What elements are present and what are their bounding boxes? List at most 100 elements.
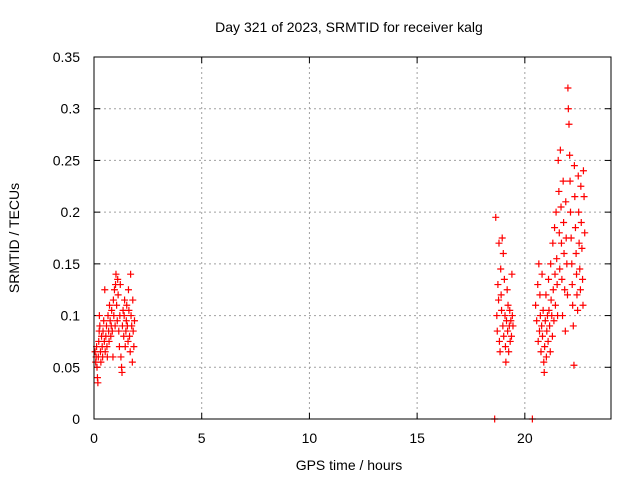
data-point <box>100 317 108 325</box>
x-tick-label: 5 <box>198 430 206 446</box>
data-point <box>502 358 510 366</box>
data-point <box>546 348 554 356</box>
data-point <box>121 343 129 351</box>
data-point <box>506 337 514 345</box>
data-point <box>122 327 130 335</box>
data-point <box>499 322 507 330</box>
data-point <box>573 291 581 299</box>
y-axis-label: SRMTID / TECUs <box>6 183 22 293</box>
data-point <box>507 317 515 325</box>
data-point <box>570 361 578 369</box>
data-point <box>97 358 105 366</box>
y-tick-label: 0.1 <box>61 308 81 324</box>
data-point <box>546 322 554 330</box>
data-point <box>562 198 570 206</box>
grid <box>94 57 611 419</box>
data-point <box>557 203 565 211</box>
data-point <box>499 250 507 258</box>
data-point <box>558 275 566 283</box>
data-point <box>498 306 506 314</box>
data-point <box>545 306 553 314</box>
data-point <box>579 275 587 283</box>
data-point <box>568 260 576 268</box>
data-point <box>505 348 513 356</box>
data-point <box>543 327 551 335</box>
data-point <box>126 332 134 340</box>
data-point <box>128 358 136 366</box>
data-point <box>547 260 555 268</box>
data-point <box>130 343 138 351</box>
data-point <box>535 327 543 335</box>
plot-frame <box>93 56 612 420</box>
x-tick-label: 0 <box>90 430 98 446</box>
data-point <box>551 270 559 278</box>
data-point <box>551 301 559 309</box>
data-point <box>124 286 132 294</box>
data-point <box>500 332 508 340</box>
data-point <box>94 379 102 387</box>
data-point <box>501 343 509 351</box>
data-point <box>95 312 103 320</box>
axis-ticks: 0 5 10 15 20 0 0.05 0.1 0.15 0.2 0.25 0.3 0.35 <box>53 49 611 446</box>
data-point <box>114 291 122 299</box>
x-axis-label: GPS time / hours <box>296 457 403 473</box>
data-point <box>566 177 574 185</box>
data-point <box>122 317 130 325</box>
data-point <box>120 312 128 320</box>
data-point <box>564 105 572 113</box>
data-point <box>571 224 579 232</box>
data-point <box>113 317 121 325</box>
data-point <box>127 270 135 278</box>
data-point <box>557 239 565 247</box>
data-point <box>105 337 113 345</box>
data-point <box>128 322 136 330</box>
data-point <box>555 229 563 237</box>
data-point <box>579 301 587 309</box>
data-point <box>580 193 588 201</box>
data-point <box>113 301 121 309</box>
data-point <box>559 177 567 185</box>
data-point <box>572 250 580 258</box>
data-point <box>497 291 505 299</box>
data-point <box>121 296 129 304</box>
data-point <box>108 327 116 335</box>
data-point <box>547 296 555 304</box>
data-point <box>110 312 118 320</box>
data-point <box>535 260 543 268</box>
data-point <box>555 187 563 195</box>
data-point <box>574 306 582 314</box>
data-point <box>532 301 540 309</box>
data-point <box>498 234 506 242</box>
data-point <box>111 322 119 330</box>
data-point <box>545 275 553 283</box>
data-point <box>101 348 109 356</box>
data-point <box>109 296 117 304</box>
y-tick-label: 0.05 <box>53 359 80 375</box>
data-point <box>533 317 541 325</box>
y-tick-label: 0.15 <box>53 256 80 272</box>
data-point <box>550 317 558 325</box>
data-point <box>130 317 138 325</box>
data-point <box>578 244 586 252</box>
data-point <box>549 286 557 294</box>
data-point <box>93 363 101 371</box>
data-point <box>126 348 134 356</box>
data-point <box>495 296 503 304</box>
data-point <box>563 291 571 299</box>
data-point <box>492 213 500 221</box>
data-point <box>493 312 501 320</box>
data-point <box>575 239 583 247</box>
data-point <box>579 167 587 175</box>
data-point <box>538 270 546 278</box>
y-tick-label: 0.3 <box>61 101 81 117</box>
data-point <box>556 265 564 273</box>
data-point <box>504 327 512 335</box>
data-point <box>125 306 133 314</box>
data-point <box>568 281 576 289</box>
data-point <box>553 281 561 289</box>
data-point <box>566 151 574 159</box>
data-point <box>114 275 122 283</box>
data-point <box>506 306 514 314</box>
data-point <box>536 312 544 320</box>
